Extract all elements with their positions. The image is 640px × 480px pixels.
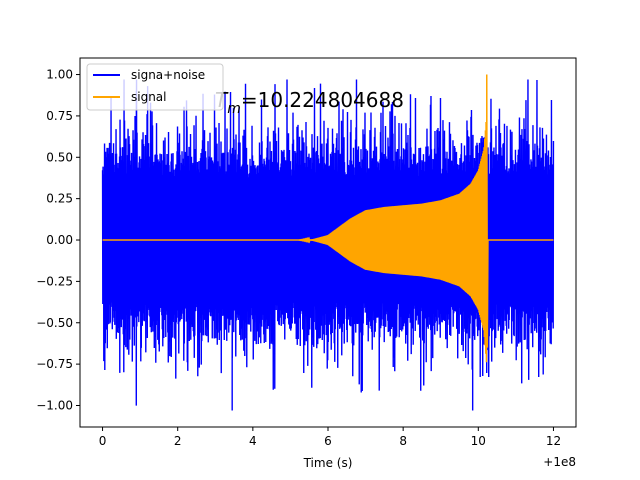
- x-tick-label: 4: [249, 434, 257, 448]
- y-tick-label: −0.25: [36, 274, 73, 288]
- x-tick-label: 6: [324, 434, 332, 448]
- y-tick-label: 0.50: [46, 150, 73, 164]
- plot-area: [101, 74, 555, 411]
- y-tick-label: −1.00: [36, 398, 73, 412]
- x-tick-label: 12: [546, 434, 561, 448]
- y-tick-label: −0.75: [36, 357, 73, 371]
- legend-label-signal: signal: [131, 90, 167, 104]
- legend-label-signa-noise: signa+noise: [131, 68, 205, 82]
- x-axis: 0 2 4 6 8 10 12: [99, 427, 561, 448]
- y-axis: −1.00 −0.75 −0.50 −0.25 0.00 0.25 0.50 0.75 1.00: [36, 68, 80, 412]
- y-tick-label: −0.50: [36, 316, 73, 330]
- x-tick-label: 0: [99, 434, 107, 448]
- x-offset-label: +1e8: [543, 455, 576, 469]
- y-tick-label: 0.75: [46, 109, 73, 123]
- x-axis-label: Time (s): [303, 456, 353, 470]
- annotation-sub: m: [227, 101, 241, 117]
- legend: signa+noise signal: [86, 63, 224, 111]
- y-tick-label: 1.00: [46, 68, 73, 82]
- x-tick-label: 10: [471, 434, 486, 448]
- legend-box: [86, 63, 224, 111]
- x-tick-label: 2: [174, 434, 182, 448]
- annotation-rest: =10.224804688: [241, 88, 404, 112]
- series-line-signal: [102, 74, 554, 363]
- y-tick-label: 0.00: [46, 233, 73, 247]
- y-tick-label: 0.25: [46, 192, 73, 206]
- x-tick-label: 8: [399, 434, 407, 448]
- series-line-signa-noise: [101, 79, 555, 411]
